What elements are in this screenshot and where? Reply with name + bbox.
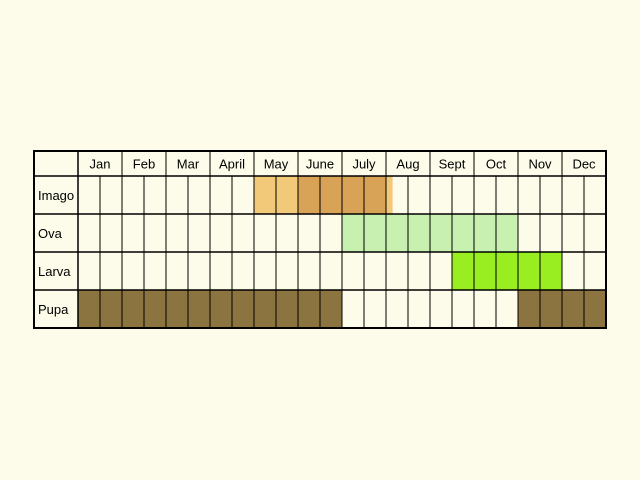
month-header: May <box>264 157 289 172</box>
labels-layer: Jan Feb Mar April May June July Aug Sept Oct Nov De… <box>38 157 596 318</box>
row-label-pupa: Pupa <box>38 302 69 317</box>
row-label-imago: Imago <box>38 188 74 203</box>
month-header: July <box>352 157 376 172</box>
grid-layer <box>33 150 607 329</box>
month-header: Oct <box>486 157 507 172</box>
month-header: Feb <box>133 157 155 172</box>
month-header: Nov <box>528 157 552 172</box>
month-header: Aug <box>396 157 419 172</box>
span-larva-0 <box>452 252 474 290</box>
month-header: April <box>219 157 245 172</box>
month-header: June <box>306 157 334 172</box>
month-header: Dec <box>572 157 596 172</box>
month-header: Jan <box>90 157 111 172</box>
row-label-larva: Larva <box>38 264 71 279</box>
month-header: Sept <box>439 157 466 172</box>
table-border <box>33 150 607 329</box>
span-imago-2 <box>386 176 393 214</box>
month-header: Mar <box>177 157 200 172</box>
row-label-ova: Ova <box>38 226 63 241</box>
